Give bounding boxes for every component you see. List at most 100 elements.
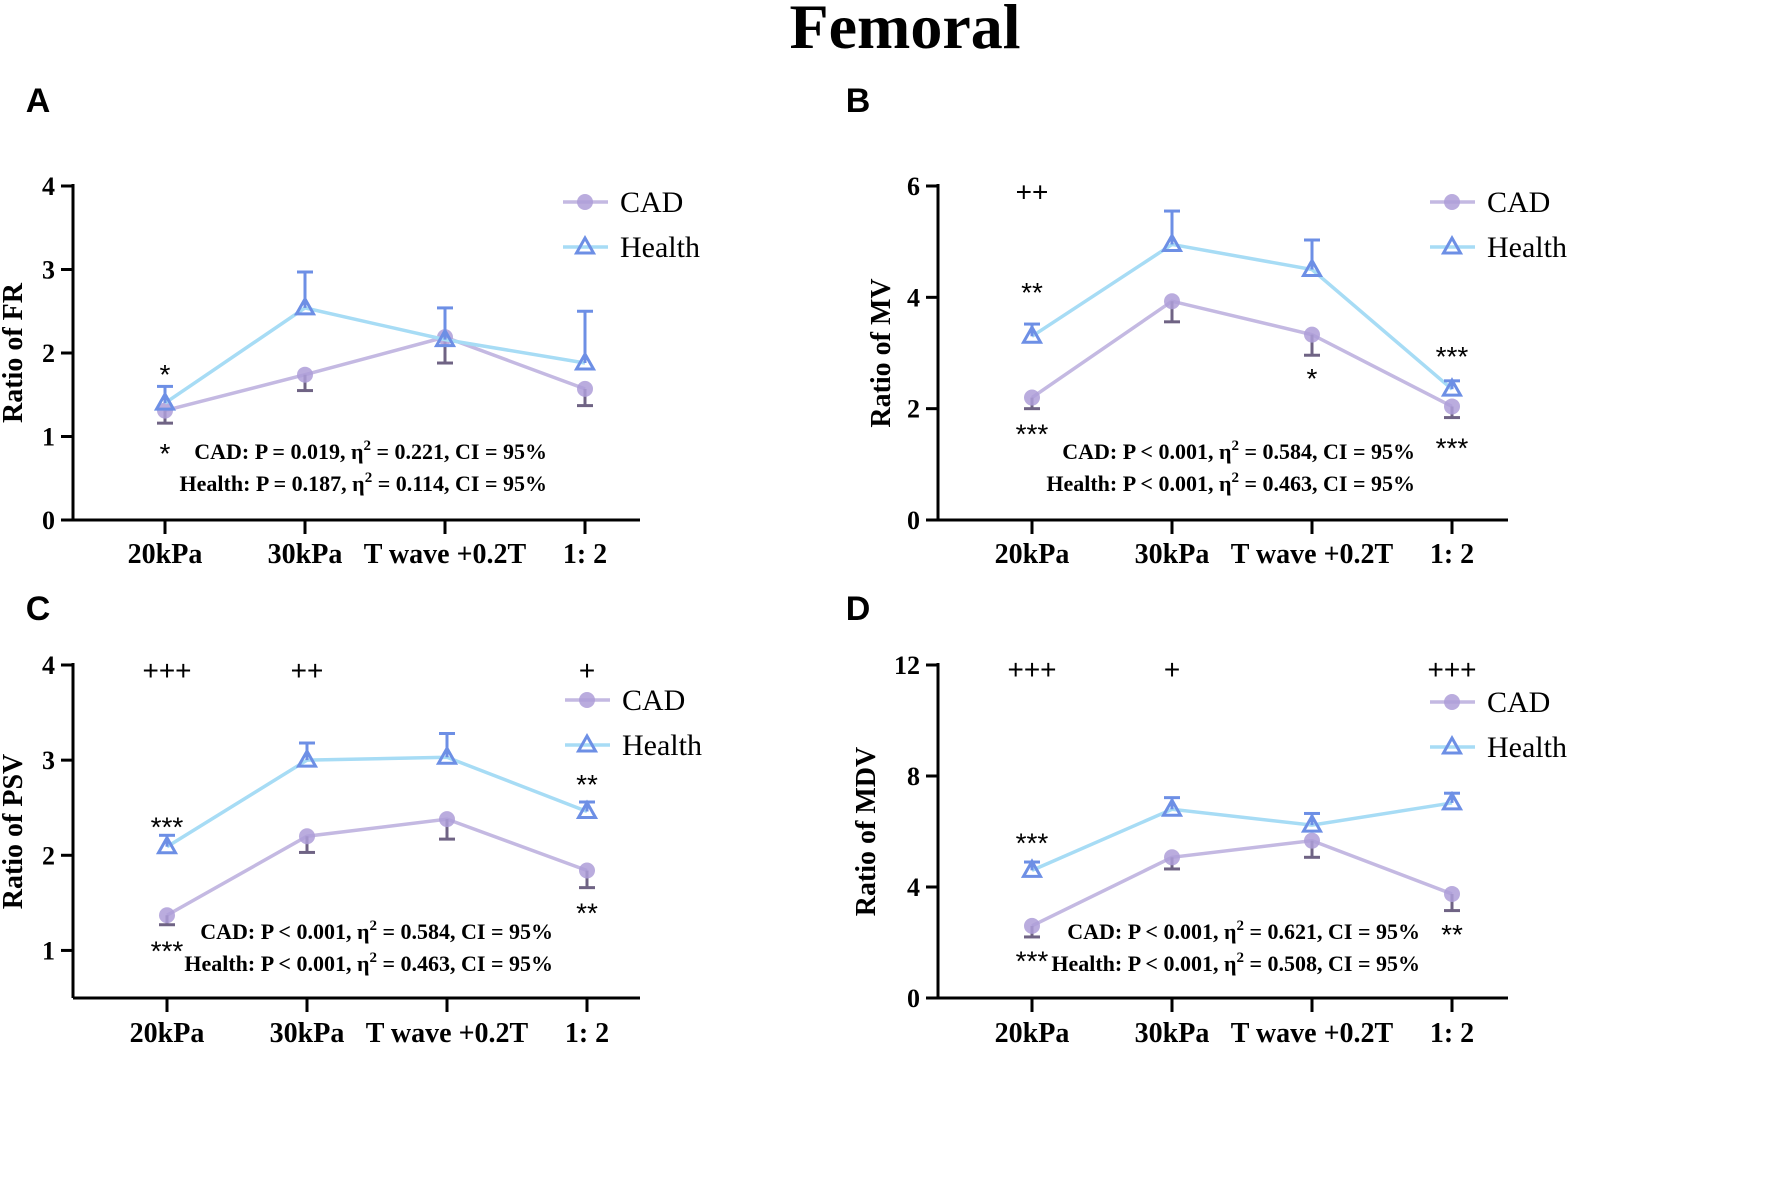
panel-letter: C [26, 590, 51, 628]
significance-marker: *** [1436, 433, 1469, 464]
series-line [164, 335, 586, 413]
series-line [166, 755, 588, 849]
series-cad [1024, 832, 1460, 939]
significance-marker: *** [1016, 946, 1049, 977]
series-line [1031, 838, 1453, 928]
panel-letter: A [26, 82, 51, 120]
y-tick-label: 3 [42, 256, 55, 285]
data-point [297, 366, 313, 383]
y-tick-label: 2 [907, 395, 920, 424]
stats-line: Health: P = 0.187, η2 = 0.114, CI = 95% [180, 470, 547, 496]
data-point [1164, 293, 1180, 310]
y-tick-label: 2 [42, 339, 55, 368]
x-tick-label: T wave +0.2T [1231, 539, 1394, 570]
significance-marker: *** [151, 812, 184, 843]
y-tick-label: 4 [42, 172, 55, 201]
x-tick-label: 30kPa [1135, 539, 1210, 570]
series-health [1020, 209, 1464, 397]
y-tick-label: 12 [894, 651, 920, 680]
significance-marker: * [160, 359, 171, 390]
significance-marker: * [160, 438, 171, 469]
data-point [1164, 849, 1180, 866]
y-tick-label: 4 [907, 283, 920, 312]
stats-line: CAD: P < 0.001, η2 = 0.584, CI = 95% [1062, 438, 1415, 464]
stats-line: Health: P < 0.001, η2 = 0.508, CI = 95% [1051, 950, 1420, 976]
significance-marker: *** [1436, 341, 1469, 372]
y-axis-label: Ratio of MV [866, 278, 897, 427]
data-point [1300, 813, 1324, 833]
data-point [157, 402, 173, 419]
legend-label-cad: CAD [1487, 686, 1550, 719]
legend-marker-cad [577, 194, 593, 210]
stats-line: Health: P < 0.001, η2 = 0.463, CI = 95% [184, 950, 553, 976]
series-line [164, 306, 586, 405]
data-point [439, 811, 455, 828]
y-tick-label: 0 [907, 984, 920, 1013]
data-point [155, 834, 179, 855]
significance-marker: +++ [142, 655, 191, 686]
significance-marker: + [579, 655, 595, 686]
data-point [577, 380, 593, 397]
legend-marker-health [1440, 234, 1464, 255]
data-point [1440, 377, 1464, 397]
x-tick-label: 30kPa [270, 1018, 345, 1049]
x-tick-label: 1: 2 [563, 539, 607, 570]
significance-marker: + [1164, 654, 1180, 685]
significance-marker: +++ [1007, 654, 1056, 685]
stats-line: Health: P < 0.001, η2 = 0.463, CI = 95% [1046, 470, 1415, 496]
x-tick-label: 20kPa [995, 1018, 1070, 1049]
x-tick-label: 1: 2 [1430, 539, 1474, 570]
legend-marker-health [1440, 734, 1464, 755]
x-tick-label: 30kPa [268, 539, 343, 570]
data-point [1304, 326, 1320, 343]
panel-d: D 0 4 8 12 20kPa 30kPa T wave +0.2T 1: 2 Ratio of… [846, 590, 1567, 1049]
data-point [295, 748, 319, 768]
legend-label-health: Health [1487, 731, 1567, 764]
y-tick-label: 6 [907, 172, 920, 201]
panel-letter: B [846, 82, 871, 120]
data-point [1160, 232, 1184, 252]
x-tick-label: T wave +0.2T [366, 1018, 529, 1049]
data-point [433, 327, 457, 348]
legend-label-cad: CAD [1487, 186, 1550, 219]
series-cad [1024, 293, 1460, 420]
x-tick-label: 20kPa [130, 1018, 205, 1049]
panel-a: A 0 1 2 3 4 20kPa 30kPa T wave +0.2T 1: 2 Ratio of… [0, 82, 700, 570]
x-tick-label: 20kPa [995, 539, 1070, 570]
significance-marker: * [1307, 363, 1318, 394]
y-tick-label: 8 [907, 762, 920, 791]
significance-marker: ++ [291, 655, 324, 686]
data-point [1444, 398, 1460, 415]
y-tick-label: 3 [42, 746, 55, 775]
significance-marker: *** [151, 935, 184, 966]
legend: CAD Health [1430, 186, 1567, 264]
legend-label-health: Health [1487, 231, 1567, 264]
legend-marker-cad [579, 692, 595, 708]
series-health [1020, 790, 1464, 878]
data-point [293, 295, 317, 316]
series-line [1031, 299, 1453, 408]
significance-marker: +++ [1427, 654, 1476, 685]
significance-marker: ** [576, 897, 598, 928]
y-axis-label: Ratio of PSV [0, 754, 29, 910]
data-point [575, 799, 599, 820]
data-point [1304, 832, 1320, 849]
data-point [435, 745, 459, 765]
x-tick-label: 30kPa [1135, 1018, 1210, 1049]
legend: CAD Health [1430, 686, 1567, 764]
significance-marker: *** [1016, 419, 1049, 450]
panel-b: B 0 2 4 6 20kPa 30kPa T wave +0.2T 1: 2 Ratio of … [846, 82, 1567, 570]
data-point [1440, 790, 1464, 811]
series-cad [157, 329, 593, 425]
x-tick-label: 1: 2 [565, 1018, 609, 1049]
legend-label-cad: CAD [622, 684, 685, 717]
significance-marker: ** [1441, 919, 1463, 950]
data-point [1160, 797, 1184, 817]
series-health [155, 732, 599, 855]
data-point [299, 828, 315, 845]
data-point [1020, 858, 1044, 878]
stats-line: CAD: P < 0.001, η2 = 0.621, CI = 95% [1067, 918, 1420, 944]
y-tick-label: 0 [42, 506, 55, 535]
significance-marker: ** [1021, 277, 1043, 308]
